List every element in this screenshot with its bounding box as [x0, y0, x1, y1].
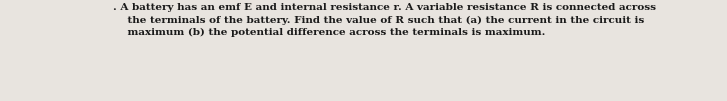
Text: . A battery has an emf E and internal resistance r. A variable resistance R is c: . A battery has an emf E and internal re…: [113, 3, 656, 37]
